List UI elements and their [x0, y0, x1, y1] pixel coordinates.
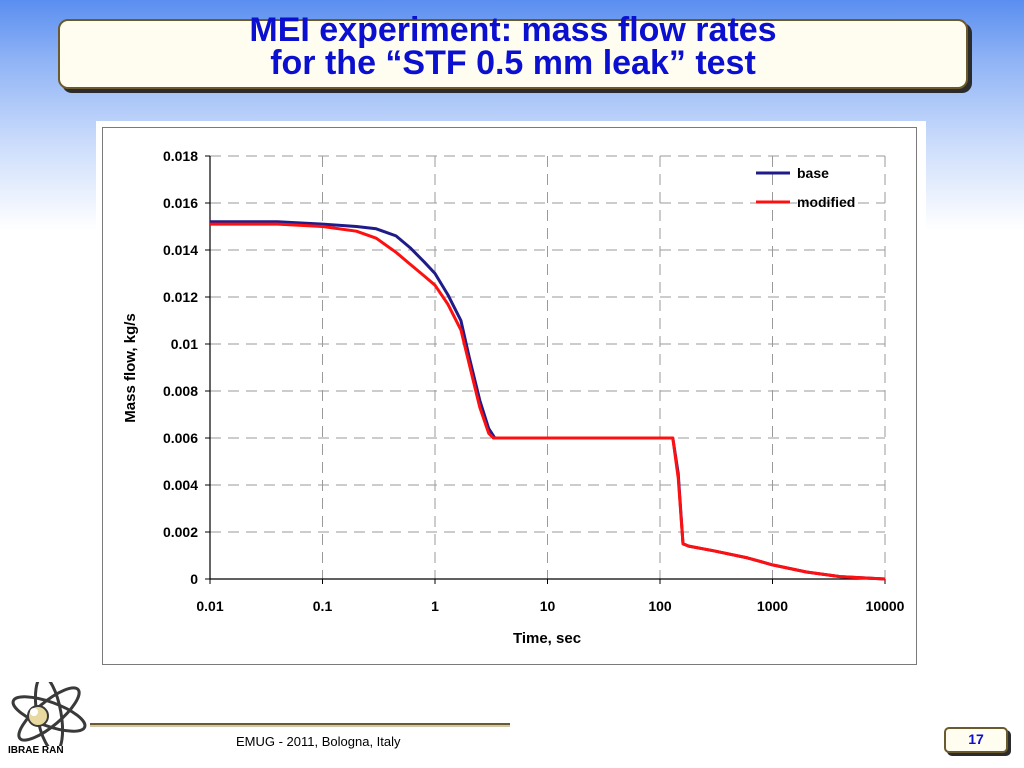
x-tick-label: 100	[648, 598, 672, 614]
y-tick-label: 0.016	[163, 195, 198, 211]
title-box	[58, 19, 968, 89]
y-tick-label: 0.002	[163, 524, 198, 540]
footer-text: EMUG - 2011, Bologna, Italy	[236, 734, 401, 749]
x-axis-label: Time, sec	[513, 630, 581, 647]
legend-label-modified: modified	[797, 194, 855, 210]
title-line-1: MEI experiment: mass flow rates	[249, 11, 777, 49]
x-tick-label: 1000	[757, 598, 788, 614]
page-number-box	[944, 727, 1008, 753]
grid	[210, 155, 886, 579]
x-tick-label: 0.1	[313, 598, 333, 614]
y-tick-label: 0.008	[163, 383, 198, 399]
y-tick-label: 0.014	[163, 242, 198, 258]
axes: 0 0.002 0.004 0.006 0.008 0.01 0.012 0.014 0.016…	[163, 148, 905, 614]
title-line-2: for the “STF 0.5 mm leak” test	[270, 44, 756, 82]
legend-label-base: base	[797, 165, 829, 181]
y-axis-label: Mass flow, kg/s	[122, 313, 139, 422]
legend: base modified	[756, 165, 855, 210]
y-tick-label: 0.018	[163, 148, 198, 164]
y-tick-label: 0.004	[163, 477, 198, 493]
y-tick-label: 0.006	[163, 430, 198, 446]
y-tick-label: 0	[190, 571, 198, 587]
page-number: 17	[968, 731, 984, 747]
footer-divider	[90, 723, 510, 727]
x-tick-label: 10	[540, 598, 556, 614]
series-line-modified	[210, 222, 886, 581]
ibrae-logo-icon	[11, 682, 87, 746]
y-tick-label: 0.01	[171, 336, 198, 352]
x-tick-label: 10000	[866, 598, 905, 614]
x-tick-label: 0.01	[196, 598, 223, 614]
series-lines	[210, 220, 886, 581]
slide-title: MEI experiment: mass flow rates for the …	[58, 11, 968, 82]
logo-label: IBRAE RAN	[8, 745, 64, 756]
chart-frame	[102, 127, 917, 665]
x-tick-label: 1	[431, 598, 439, 614]
y-tick-label: 0.012	[163, 289, 198, 305]
